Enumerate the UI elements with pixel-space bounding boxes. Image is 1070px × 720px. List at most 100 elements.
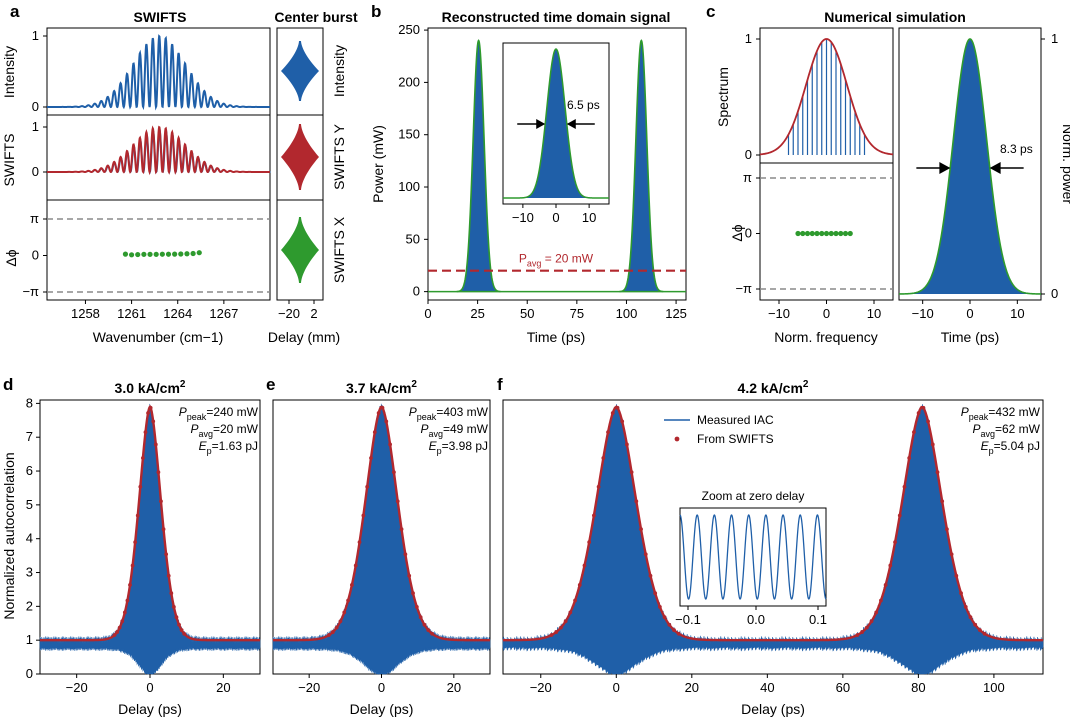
panel-d-swifts-point (130, 563, 135, 568)
panel-b-pulse-edge (456, 39, 501, 293)
panel-f-swifts-point (559, 625, 563, 630)
panel-e-swifts-point (353, 563, 358, 568)
panel-e-swifts-point (411, 591, 415, 596)
panel-f-swifts-point (888, 563, 893, 568)
panel-a-phase-ylabel: Δϕ (3, 249, 19, 266)
panel-c-phase-point (833, 230, 839, 237)
panel-f-swifts-point (610, 411, 615, 415)
panel-d-xtick-label: −20 (66, 680, 88, 695)
panel-c-phase-point (814, 230, 820, 237)
panel-a-phase-point (165, 251, 172, 257)
panel-c-time-pulse-edge (898, 38, 1042, 295)
panel-a-burst-label-group: SWIFTS X (331, 216, 347, 283)
panel-e-swifts-point (392, 470, 396, 475)
panel-a-swifts-ytick-label: 1 (32, 119, 39, 134)
panel-a-burst-label: Intensity (331, 45, 347, 97)
panel-a-phase-frame (46, 199, 271, 301)
panel-e-swifts-point (330, 630, 335, 634)
panel-c-phase-point (795, 230, 801, 237)
panel-f-swifts-point (568, 610, 573, 615)
panel-label-e: e (266, 375, 275, 394)
panel-c-phase-ytick-label: 0 (745, 226, 752, 241)
panel-f-inset-xtick-label: 0.0 (747, 612, 765, 627)
panel-e-swifts-point (327, 633, 331, 637)
panel-c-left-xlabel: Norm. frequency (774, 329, 877, 345)
panel-a-intensity-ytick-label: 0 (32, 99, 39, 114)
panel-e-xtick-label: 0 (378, 680, 385, 695)
panel-a-phase-point (147, 251, 153, 257)
panel-f-swifts-point (672, 628, 676, 632)
panel-e-stat-subscript: peak (417, 412, 437, 422)
panel-a-swifts-ylabel: SWIFTS (1, 134, 17, 187)
panel-e-stat: Ppeak=403 mW (409, 405, 489, 422)
panel-d-swifts-point (143, 430, 148, 434)
panel-f-swifts-point (573, 598, 577, 603)
panel-f-inset-title: Zoom at zero delay (702, 489, 805, 503)
panel-c-phase-point (804, 230, 811, 237)
panel-d-stat-symbol: P (179, 405, 187, 419)
panel-f-swifts-point (907, 456, 912, 460)
panel-d-swifts-point (135, 513, 140, 518)
panel-c-time-ylabel: Norm. power (1060, 124, 1070, 204)
panel-c-right-xtick-label: −10 (912, 306, 934, 321)
panel-d-swifts-point (169, 591, 174, 596)
panel-e-swifts-point (395, 499, 400, 504)
panel-a-intensity-ylabel-group: Intensity (1, 46, 17, 98)
panel-a-center-burst-shape (281, 41, 319, 101)
panel-a-xtick-label: 1261 (117, 306, 146, 321)
panel-f-swifts-point (549, 633, 554, 637)
panel-a-phase-point (135, 251, 141, 258)
panel-b-ytick-label: 200 (398, 74, 420, 89)
panel-e-stat-value: =3.98 pJ (442, 439, 488, 453)
panel-f-swifts-point (949, 552, 954, 557)
panel-f-swifts-point (869, 619, 874, 624)
panel-e-xtick-label: 20 (447, 680, 461, 695)
panel-e-title: 3.7 kA/cm2 (346, 379, 417, 396)
panel-f-swifts-point (554, 630, 559, 634)
panel-b-xtick-label: 25 (470, 306, 484, 321)
panel-f-swifts-point (883, 583, 888, 587)
panel-f-stat-subscript: p (989, 446, 994, 456)
panel-b-ytick-label: 50 (406, 231, 420, 246)
panel-label-b: b (371, 2, 381, 21)
panel-e-swifts-point (407, 573, 412, 578)
panel-b-xtick-label: 50 (520, 306, 534, 321)
panel-e-title-sup: 2 (411, 379, 417, 390)
panel-f-swifts-point (653, 591, 658, 596)
panel-b-ylabel-group: Power (mW) (370, 125, 386, 203)
panel-d-swifts-point (179, 628, 184, 632)
panel-a-xlabel: Wavenumber (cm−1) (93, 329, 224, 345)
panel-d-swifts-point (138, 484, 143, 489)
panel-f-swifts-point (587, 540, 592, 545)
panel-a-xtick-label: 1267 (209, 306, 238, 321)
panel-d-swifts-point (164, 552, 169, 557)
panel-d-stat-value: =1.63 pJ (212, 439, 258, 453)
panel-a-phase-point (122, 251, 129, 257)
panel-f-legend-label: From SWIFTS (697, 432, 774, 446)
panel-f-stat-symbol: E (981, 439, 990, 453)
panel-f-swifts-point (945, 527, 949, 532)
panel-d-swifts-point (166, 573, 171, 578)
panel-c-spectrum-ylabel: Spectrum (715, 67, 731, 127)
panel-e-xlabel: Delay (ps) (350, 701, 414, 717)
panel-f-xtick-label: 20 (685, 680, 699, 695)
panel-f-xtick-label: 100 (983, 680, 1005, 695)
panel-f-swifts-line (503, 405, 1043, 642)
panel-f-inset-xtick-label: 0.1 (809, 612, 827, 627)
panel-f-swifts-point (921, 405, 926, 410)
panel-c-time-ylabel-group: Norm. power (1060, 124, 1070, 204)
panel-f-stat-subscript: avg (980, 429, 995, 439)
panel-d-title-text: 3.0 kA/cm (115, 380, 180, 396)
panel-a-xtick-label: 1264 (163, 306, 192, 321)
panel-f-swifts-point (874, 610, 879, 615)
panel-f-swifts-point (959, 591, 963, 596)
panel-d-ytick-label: 0 (26, 666, 33, 681)
panel-c-title: Numerical simulation (824, 9, 966, 25)
panel-e-stat: Ep=3.98 pJ (429, 439, 488, 456)
panel-c-spectrum-envelope (759, 38, 894, 156)
panel-e-swifts-point (346, 598, 350, 603)
panel-f-swifts-point (912, 430, 916, 434)
panel-b-ytick-label: 150 (398, 127, 420, 142)
panel-c-time-ytick-label: 0 (1051, 286, 1058, 301)
panel-d-swifts-point (133, 540, 138, 545)
